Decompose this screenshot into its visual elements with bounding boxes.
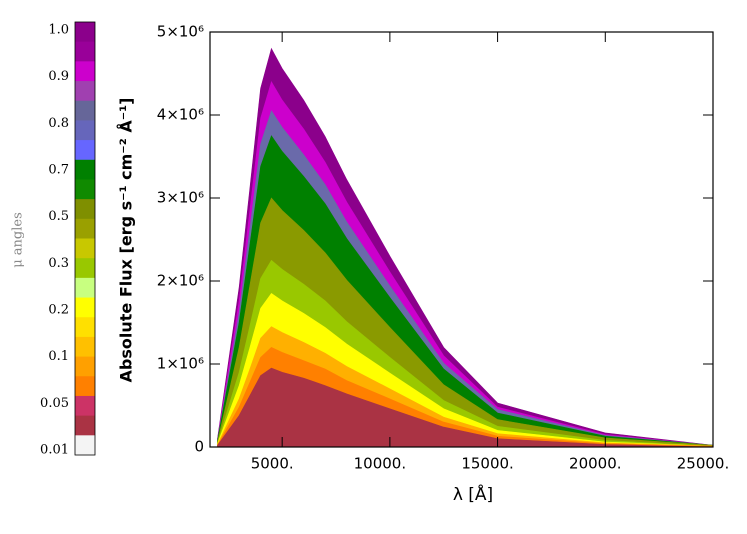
y-axis-label: Absolute Flux [erg s⁻¹ cm⁻² Å⁻¹] <box>117 98 136 383</box>
colorbar-segment <box>75 41 95 62</box>
colorbar-segment <box>75 22 95 43</box>
colorbar-segment <box>75 238 95 259</box>
colorbar-tick-label: 0.9 <box>48 69 69 84</box>
y-tick-label: 2×10⁶ <box>157 272 204 290</box>
y-tick-label: 5×10⁶ <box>157 23 204 41</box>
colorbar-tick-label: 0.1 <box>48 349 69 364</box>
x-tick-label: 20000. <box>569 455 622 473</box>
colorbar-segment <box>75 159 95 180</box>
x-tick-label: 15000. <box>461 455 514 473</box>
colorbar-tick-label: 0.2 <box>48 303 69 318</box>
colorbar-segment <box>75 199 95 220</box>
colorbar-label: μ angles <box>11 212 26 268</box>
y-tick-label: 0 <box>194 438 204 456</box>
colorbar-segment <box>75 356 95 377</box>
colorbar-segment <box>75 435 95 456</box>
colorbar-tick-label: 0.01 <box>40 443 69 458</box>
y-tick-label: 4×10⁶ <box>157 106 204 124</box>
colorbar-segment <box>75 120 95 141</box>
colorbar-tick-label: 0.3 <box>48 256 69 271</box>
x-tick-label: 10000. <box>354 455 407 473</box>
colorbar-segment <box>75 317 95 338</box>
colorbar-tick-label: 0.05 <box>40 396 69 411</box>
colorbar-segment <box>75 258 95 279</box>
colorbar-tick-label: 1.0 <box>48 23 69 38</box>
colorbar-segment <box>75 336 95 358</box>
colorbar-tick-label: 0.8 <box>48 116 69 131</box>
colorbar-segment <box>75 297 95 318</box>
colorbar-segment <box>75 277 95 299</box>
colorbar-segment <box>75 100 95 121</box>
x-axis-label: λ [Å] <box>453 483 493 505</box>
plot-frame <box>209 31 714 448</box>
y-tick-label: 3×10⁶ <box>157 189 204 207</box>
colorbar-tick-label: 0.5 <box>48 209 69 224</box>
y-tick-label: 1×10⁶ <box>157 355 204 373</box>
colorbar-frame <box>74 21 96 456</box>
colorbar-segment <box>75 61 95 82</box>
colorbar-segment <box>75 218 95 239</box>
colorbar-tick-label: 0.7 <box>48 163 69 178</box>
colorbar-segment <box>75 376 95 397</box>
x-tick-label: 25000. <box>677 455 730 473</box>
colorbar-segment <box>75 140 95 161</box>
colorbar-segment <box>75 395 95 417</box>
colorbar-segment <box>75 179 95 200</box>
x-tick-label: 5000. <box>251 455 294 473</box>
colorbar-segment <box>75 415 95 436</box>
flux-area <box>217 367 714 448</box>
colorbar-segment <box>75 81 95 102</box>
